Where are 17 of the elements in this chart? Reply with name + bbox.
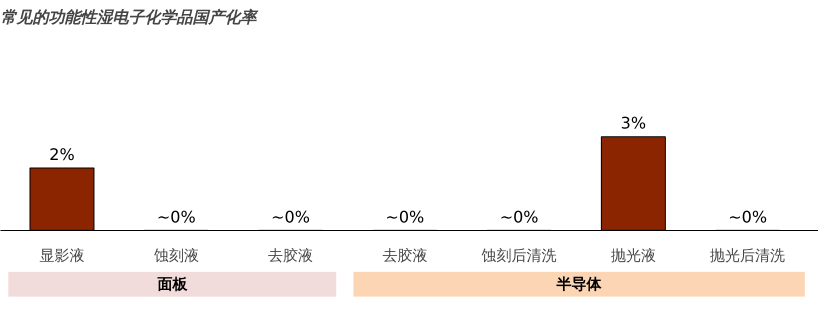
data-label: 3% [620,114,646,133]
x-tick-label: 蚀刻后清洗 [482,246,557,264]
text: 面板 [156,275,188,294]
data-label: ~0% [156,207,196,226]
x-tick-label: 抛光后清洗 [710,246,786,264]
data-label: ~0% [385,207,424,226]
x-tick-label: 蚀刻液 [154,246,199,264]
x-tick-label: 抛光液 [610,246,656,264]
data-label: ~0% [271,207,310,226]
x-tick-label: 显影液 [39,246,84,264]
data-label: 2% [49,144,75,164]
data-label: ~0% [500,207,538,226]
chart-title: 常见的功能性湿电子化学品国产化率 [0,8,258,26]
text: 半导体 [556,275,603,294]
x-tick-label: 去胶液 [268,246,314,264]
x-tick-label: 去胶液 [382,246,428,264]
data-label: ~0% [728,207,768,226]
